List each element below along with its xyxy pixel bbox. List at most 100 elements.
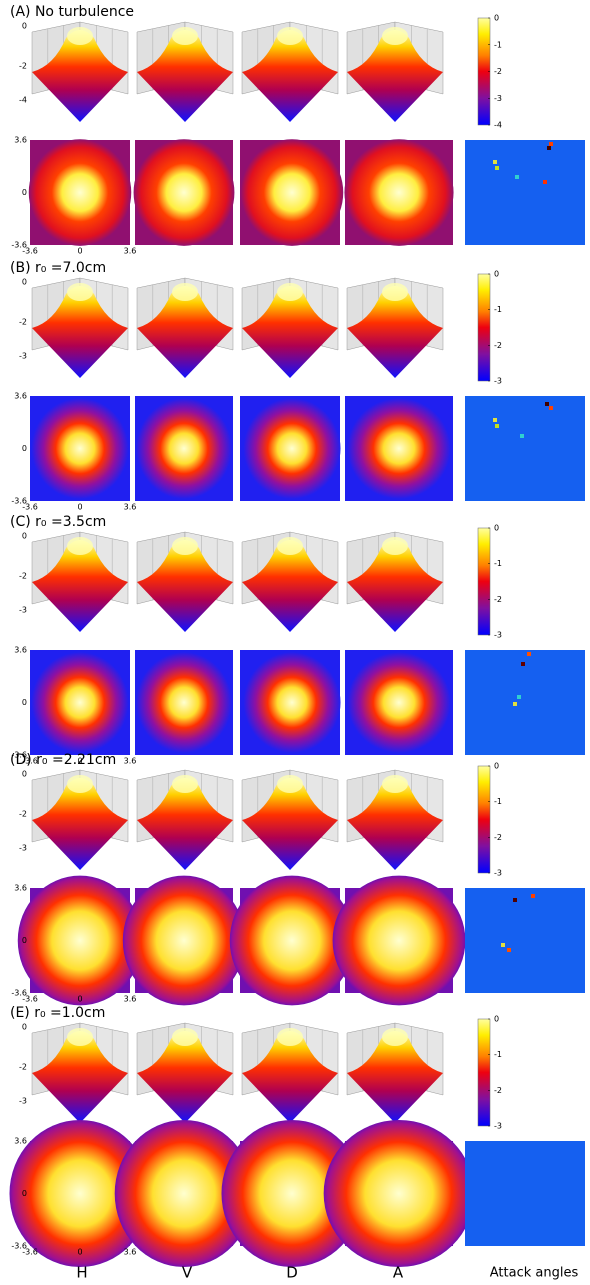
z-tick-label: -3: [19, 844, 27, 853]
map-x-tick-label: 3.6: [124, 1248, 137, 1257]
surface: [32, 30, 128, 122]
surface: [242, 540, 338, 632]
colorbar: [477, 273, 491, 382]
surface-plot: [31, 277, 129, 378]
panel-label: (D) r₀ =2.21cm: [10, 752, 116, 768]
colorbar-tick-label: -4: [494, 121, 502, 130]
peak: [382, 537, 408, 555]
heatmap: [136, 652, 232, 753]
colorbar-tick-label: -2: [494, 1086, 502, 1095]
surface-plot: [241, 531, 339, 632]
heatmap: [31, 652, 129, 753]
map-y-tick-label: 0: [22, 444, 27, 453]
surface: [137, 540, 233, 632]
z-tick-label: -3: [19, 352, 27, 361]
map-x-tick-label: 3.6: [124, 757, 137, 766]
map-x-tick-label: -3.6: [22, 503, 38, 512]
z-tick-label: -3: [19, 1097, 27, 1106]
attack-panel: [465, 888, 585, 993]
peak: [277, 27, 303, 45]
attack-dot: [495, 424, 499, 428]
map-y-tick-label: 0: [22, 1189, 27, 1198]
colorbar-tick-label: -3: [494, 1122, 502, 1131]
map-x-tick-label: -3.6: [22, 247, 38, 256]
attack-dot: [493, 418, 497, 422]
surface: [32, 1031, 128, 1123]
surface: [347, 30, 443, 122]
attack-dot: [543, 180, 547, 184]
colorbar-tick-label: -2: [494, 341, 502, 350]
heatmap: [133, 139, 235, 246]
attack-dot: [531, 894, 535, 898]
peak: [172, 537, 198, 555]
surface-plot: [136, 531, 234, 632]
peak: [172, 27, 198, 45]
surface-plot: [346, 531, 444, 632]
peak: [67, 537, 93, 555]
colorbar-tick-label: -3: [494, 94, 502, 103]
surface: [242, 30, 338, 122]
surface: [137, 286, 233, 378]
z-tick-label: -2: [19, 1063, 27, 1072]
map-y-tick-label: -3.6: [11, 241, 27, 250]
surface-plot: [241, 769, 339, 870]
column-label: V: [182, 1264, 193, 1282]
z-tick-label: -2: [19, 62, 27, 71]
attack-dot: [501, 943, 505, 947]
heatmap: [31, 398, 129, 499]
surface-plot: [346, 277, 444, 378]
attack-panel: [465, 1141, 585, 1246]
map-y-tick-label: 3.6: [14, 884, 27, 893]
panel-label: (C) r₀ =3.5cm: [10, 514, 106, 530]
peak: [67, 27, 93, 45]
peak: [382, 775, 408, 793]
colorbar-tick-label: -2: [494, 833, 502, 842]
surface-plot: [241, 277, 339, 378]
surface: [32, 286, 128, 378]
z-tick-label: 0: [22, 532, 27, 541]
surface-plot: [136, 1022, 234, 1123]
z-tick-label: -2: [19, 572, 27, 581]
colorbar-tick-label: 0: [494, 762, 499, 771]
colorbar-tick-label: 0: [494, 270, 499, 279]
colorbar-tick-label: -3: [494, 869, 502, 878]
attack-panel: [465, 140, 585, 245]
z-tick-label: 0: [22, 22, 27, 31]
colorbar-tick-label: -1: [494, 305, 502, 314]
map-y-tick-label: 3.6: [14, 1137, 27, 1146]
surface: [32, 540, 128, 632]
peak: [67, 1028, 93, 1046]
heatmap: [221, 1119, 363, 1268]
map-y-tick-label: 0: [22, 698, 27, 707]
heatmap: [323, 1119, 475, 1268]
map-x-tick-label: 0: [77, 757, 82, 766]
colorbar: [477, 1018, 491, 1127]
heatmap: [344, 139, 454, 246]
surface: [347, 286, 443, 378]
heatmap: [122, 875, 246, 1006]
map-x-tick-label: -3.6: [22, 757, 38, 766]
surface-plot: [241, 1022, 339, 1123]
map-x-tick-label: 0: [77, 995, 82, 1004]
z-tick-label: 0: [22, 1023, 27, 1032]
attack-dot: [515, 175, 519, 179]
surface: [137, 30, 233, 122]
attack-dot: [520, 434, 524, 438]
surface: [347, 540, 443, 632]
peak: [172, 775, 198, 793]
map-y-tick-label: 0: [22, 936, 27, 945]
surface-plot: [346, 769, 444, 870]
surface: [347, 1031, 443, 1123]
surface: [137, 778, 233, 870]
surface-plot: [136, 769, 234, 870]
z-tick-label: 0: [22, 770, 27, 779]
attack-dot: [521, 662, 525, 666]
colorbar: [477, 765, 491, 874]
heatmap: [243, 398, 341, 499]
attack-panel: [465, 650, 585, 755]
z-tick-label: -4: [19, 96, 27, 105]
map-y-tick-label: -3.6: [11, 1242, 27, 1251]
surface-plot: [31, 21, 129, 122]
attack-dot: [547, 146, 551, 150]
